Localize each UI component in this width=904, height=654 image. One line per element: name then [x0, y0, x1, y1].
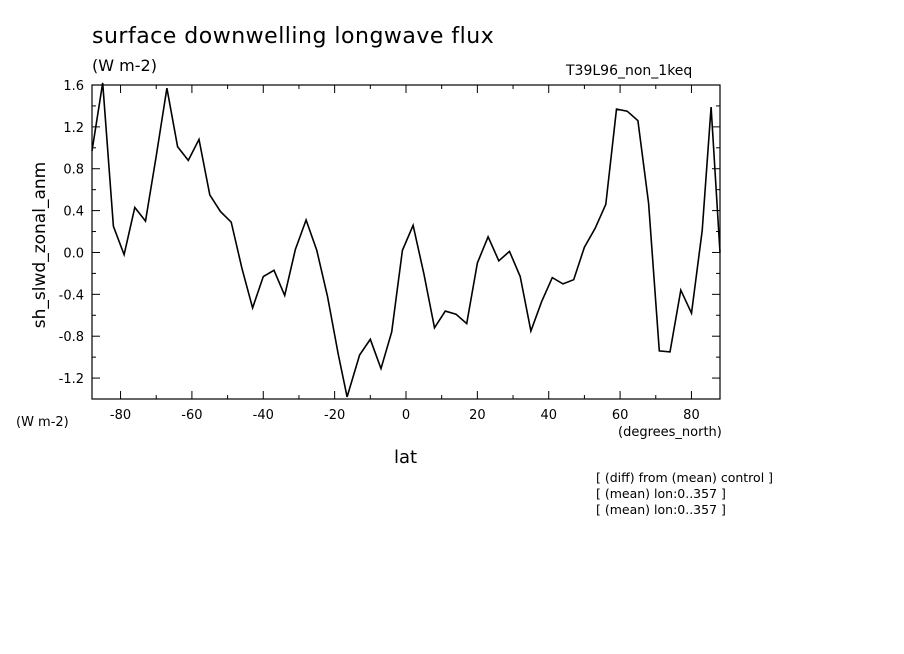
y-axis-units: (W m-2)	[16, 415, 69, 430]
chart-title: surface downwelling longwave flux	[92, 24, 495, 49]
y-tick-label: 0.4	[63, 205, 84, 220]
y-tick-label: 0.8	[63, 163, 84, 178]
y-tick-label: 1.6	[63, 79, 84, 94]
x-tick-label: -80	[110, 408, 131, 423]
x-tick-label: 40	[540, 408, 557, 423]
note-mean-lon-1: [ (mean) lon:0..357 ]	[596, 486, 726, 501]
x-tick-label: -60	[181, 408, 202, 423]
y-tick-label: -0.8	[59, 330, 84, 345]
series-line	[91, 82, 721, 398]
x-tick-label: 60	[612, 408, 629, 423]
x-tick-label: -20	[324, 408, 345, 423]
x-tick-label: 20	[469, 408, 486, 423]
x-tick-label: 80	[683, 408, 700, 423]
axis-ticks	[92, 84, 720, 399]
y-tick-label: 1.2	[63, 121, 84, 136]
chart-units: (W m-2)	[92, 56, 157, 75]
y-tick-label: -0.4	[59, 288, 84, 303]
run-name: T39L96_non_1keq	[566, 63, 693, 79]
note-mean-lon-2: [ (mean) lon:0..357 ]	[596, 502, 726, 517]
y-tick-label: 0.0	[63, 246, 84, 261]
series-lines	[91, 82, 721, 398]
x-axis-units: (degrees_north)	[618, 425, 722, 440]
x-axis-label: lat	[394, 447, 418, 468]
tick-labels: -80 -60 -40 -20 0 20 40 60 80 -1.2 -0.8 -0.4 0.0 0.4 0…	[59, 79, 700, 423]
note-diff: [ (diff) from (mean) control ]	[596, 470, 774, 485]
y-tick-label: -1.2	[59, 372, 84, 387]
x-tick-label: 0	[402, 408, 410, 423]
x-tick-label: -40	[253, 408, 274, 423]
